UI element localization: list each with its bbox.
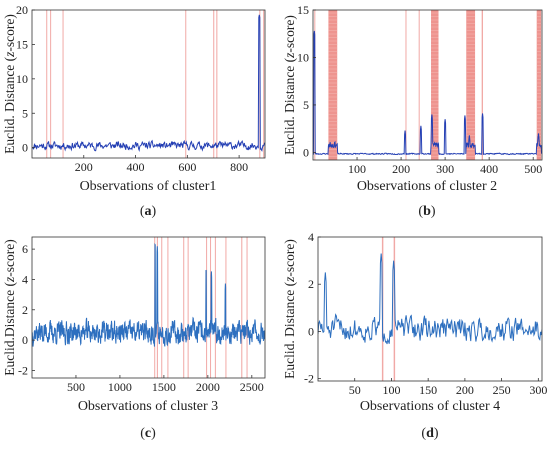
x-tick-label: 2000 [196, 380, 220, 394]
plot-frame [312, 9, 543, 161]
x-tick-label: 100 [382, 383, 400, 397]
y-tick-label: 10 [297, 50, 309, 64]
highlight-band [241, 237, 243, 378]
plot-frame [31, 236, 266, 379]
y-tick-label: 0 [22, 141, 28, 155]
plot-frame [31, 9, 266, 159]
x-tick-label: 300 [436, 162, 454, 176]
highlight-band [185, 10, 187, 158]
x-axis-label: Observations of cluster 2 [357, 179, 497, 194]
highlight-band [466, 10, 476, 160]
highlight-band [50, 10, 52, 158]
y-tick-label: 0 [22, 333, 28, 347]
x-tick-label: 1500 [152, 380, 176, 394]
x-tick-label: 200 [456, 383, 474, 397]
highlight-band [213, 10, 215, 158]
x-axis-label: Observations of cluster 4 [360, 399, 500, 414]
x-tick-label: 150 [419, 383, 437, 397]
highlight-band [246, 237, 248, 378]
y-tick-label: 0 [303, 145, 309, 159]
panel-caption: (a) [140, 204, 157, 219]
y-tick-label: 6 [22, 242, 28, 256]
highlight-band [183, 237, 185, 378]
series-line [32, 242, 265, 347]
highlight-band [393, 237, 396, 381]
x-tick-label: 400 [127, 160, 145, 174]
highlight-band [328, 10, 338, 160]
series-line [318, 253, 542, 345]
y-tick-label: -2 [304, 372, 314, 386]
y-tick-label: 2 [22, 303, 28, 317]
series-line [313, 30, 542, 156]
highlight-band [187, 237, 189, 378]
highlight-band [214, 237, 216, 378]
y-tick-label: 20 [16, 3, 28, 17]
highlight-band [46, 10, 48, 158]
highlight-band [536, 10, 542, 160]
panel-caption: (d) [421, 426, 438, 441]
x-tick-label: 600 [178, 160, 196, 174]
x-axis-label: Observations of cluster 3 [78, 399, 218, 414]
panel-d: 50 100 150 200 250 300 -2 0 2 4 Observations of cl… [282, 230, 547, 441]
y-tick-label: 5 [303, 98, 309, 112]
y-tick-label: 2 [308, 277, 314, 291]
panel-b: 100 200 300 400 500 0 5 10 15 Observations of clu… [282, 3, 543, 219]
y-tick-label: 4 [22, 272, 28, 286]
x-tick-label: 1000 [108, 380, 132, 394]
x-tick-label: 400 [480, 162, 498, 176]
highlight-band [216, 10, 218, 158]
x-tick-label: 100 [348, 162, 366, 176]
y-axis-label: Euclid. Distance (z-score) [282, 239, 297, 379]
panel-caption: (c) [140, 426, 156, 441]
x-axis-label: Observations of cluster1 [80, 179, 217, 194]
y-tick-label: 10 [16, 72, 28, 86]
panel-c: 500 1000 1500 2000 2500 -2 0 2 4 6 Observations of… [2, 236, 266, 441]
highlight-band [167, 237, 169, 378]
panel-caption: (b) [418, 204, 435, 219]
y-axis-label: Euclid.Distance (z-score) [2, 239, 17, 375]
x-tick-label: 50 [349, 383, 361, 397]
x-tick-label: 800 [230, 160, 248, 174]
x-tick-label: 200 [392, 162, 410, 176]
x-tick-label: 300 [529, 383, 547, 397]
highlight-band [481, 10, 483, 160]
highlight-band [418, 10, 420, 160]
x-tick-label: 500 [67, 380, 85, 394]
highlight-band [431, 10, 439, 160]
highlight-band [161, 237, 163, 378]
x-tick-label: 2500 [240, 380, 264, 394]
y-tick-label: -2 [18, 363, 28, 377]
y-tick-label: 15 [297, 3, 309, 17]
series-line [32, 14, 265, 153]
panel-a: 200 400 600 800 0 5 10 15 20 Observations of clus… [2, 3, 266, 219]
x-tick-label: 200 [75, 160, 93, 174]
highlight-band [405, 10, 407, 160]
y-tick-label: 15 [16, 37, 28, 51]
highlight-band [263, 10, 265, 158]
highlight-band [62, 10, 64, 158]
y-axis-label: Euclid. Distance (z-score) [2, 14, 17, 154]
y-tick-label: 0 [308, 324, 314, 338]
x-tick-label: 250 [493, 383, 511, 397]
y-tick-label: 4 [308, 230, 314, 244]
plot-frame [317, 236, 543, 382]
y-tick-label: 5 [22, 106, 28, 120]
y-axis-label: Euclid. Distance (z-score) [282, 15, 297, 155]
x-tick-label: 500 [524, 162, 542, 176]
